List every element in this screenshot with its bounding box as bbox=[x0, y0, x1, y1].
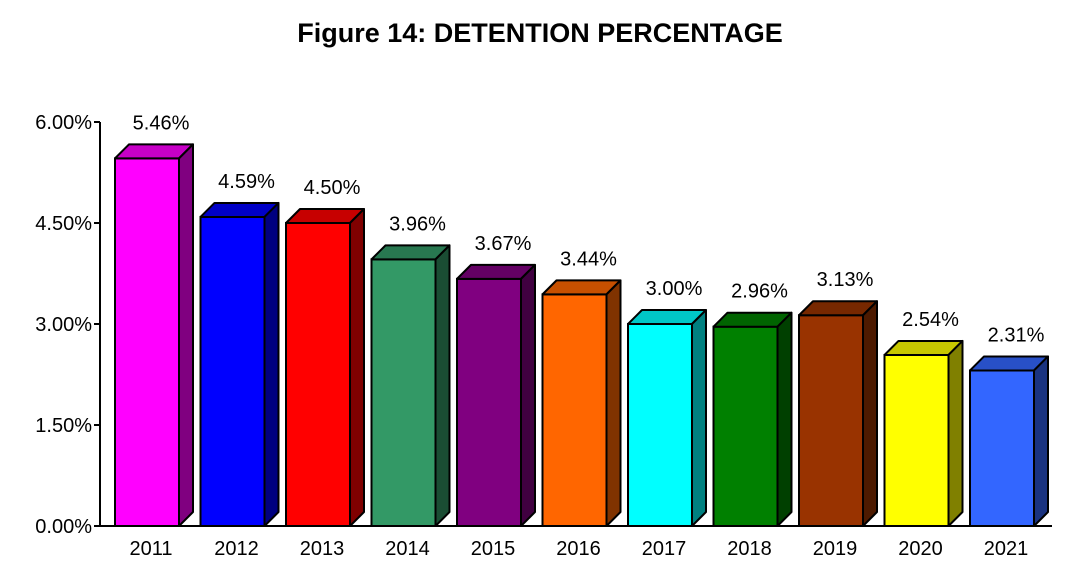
x-tick-label: 2014 bbox=[385, 538, 430, 560]
data-label: 3.67% bbox=[475, 233, 532, 255]
x-tick-label: 2012 bbox=[214, 538, 259, 560]
data-label: 2.96% bbox=[731, 281, 788, 303]
bar-front bbox=[798, 314, 864, 527]
data-label: 4.50% bbox=[304, 177, 361, 199]
bar-2020 bbox=[883, 339, 964, 527]
bar-side bbox=[1033, 355, 1049, 527]
bars bbox=[114, 143, 1049, 528]
bar-side bbox=[520, 263, 536, 527]
bar-2013 bbox=[285, 208, 365, 527]
data-label: 5.46% bbox=[133, 112, 190, 134]
y-tick-label: 6.00% bbox=[35, 112, 92, 134]
bar-side bbox=[434, 244, 451, 527]
x-tick-label: 2020 bbox=[898, 538, 943, 560]
chart-title: Figure 14: DETENTION PERCENTAGE bbox=[297, 18, 783, 48]
data-label: 3.96% bbox=[389, 213, 446, 235]
bar-2017 bbox=[627, 309, 707, 527]
x-tick-label: 2019 bbox=[813, 538, 858, 560]
bar-2012 bbox=[199, 201, 280, 527]
x-tick-label: 2021 bbox=[984, 538, 1029, 560]
bar-2016 bbox=[541, 279, 622, 527]
bar-front bbox=[370, 258, 437, 527]
bar-side bbox=[947, 339, 964, 527]
bar-side bbox=[776, 311, 793, 527]
data-label: 3.44% bbox=[560, 248, 617, 270]
bar-2014 bbox=[370, 244, 451, 527]
bar-2019 bbox=[798, 300, 878, 527]
x-tick-label: 2016 bbox=[556, 538, 601, 560]
bar-2015 bbox=[456, 263, 536, 527]
data-label: 2.31% bbox=[988, 324, 1045, 346]
bar-side bbox=[862, 300, 878, 527]
bar-2011 bbox=[114, 143, 194, 528]
bar-front bbox=[969, 369, 1035, 527]
bar-front bbox=[456, 277, 522, 527]
bar-side bbox=[691, 309, 707, 527]
bar-front bbox=[712, 325, 779, 527]
bar-2021 bbox=[969, 355, 1049, 527]
bar-side bbox=[178, 143, 194, 527]
bar-front bbox=[541, 293, 608, 527]
data-label: 3.13% bbox=[817, 269, 874, 291]
bar-side bbox=[263, 201, 280, 527]
bar-2018 bbox=[712, 311, 793, 527]
labels: 5.46% 2011 4.59% 2012 4.50% 2013 3.96% 2014 3.67… bbox=[129, 112, 1044, 560]
bar-front bbox=[883, 353, 950, 527]
bar-front bbox=[199, 215, 266, 527]
x-tick-label: 2018 bbox=[727, 538, 772, 560]
data-label: 4.59% bbox=[218, 171, 275, 193]
x-tick-label: 2015 bbox=[471, 538, 516, 560]
x-tick-label: 2011 bbox=[129, 538, 172, 560]
bar-side bbox=[349, 208, 365, 527]
bar-front bbox=[285, 222, 351, 527]
y-tick-label: 4.50% bbox=[35, 213, 92, 235]
bar-front bbox=[627, 323, 693, 527]
data-label: 3.00% bbox=[646, 278, 703, 300]
data-label: 2.54% bbox=[902, 309, 959, 331]
x-tick-label: 2017 bbox=[642, 538, 687, 560]
y-tick-label: 3.00% bbox=[35, 314, 92, 336]
x-tick-label: 2013 bbox=[300, 538, 345, 560]
y-tick-label: 1.50% bbox=[35, 415, 92, 437]
bar-side bbox=[605, 279, 622, 527]
bar-front bbox=[114, 157, 180, 528]
y-tick-label: 0.00% bbox=[35, 516, 92, 538]
